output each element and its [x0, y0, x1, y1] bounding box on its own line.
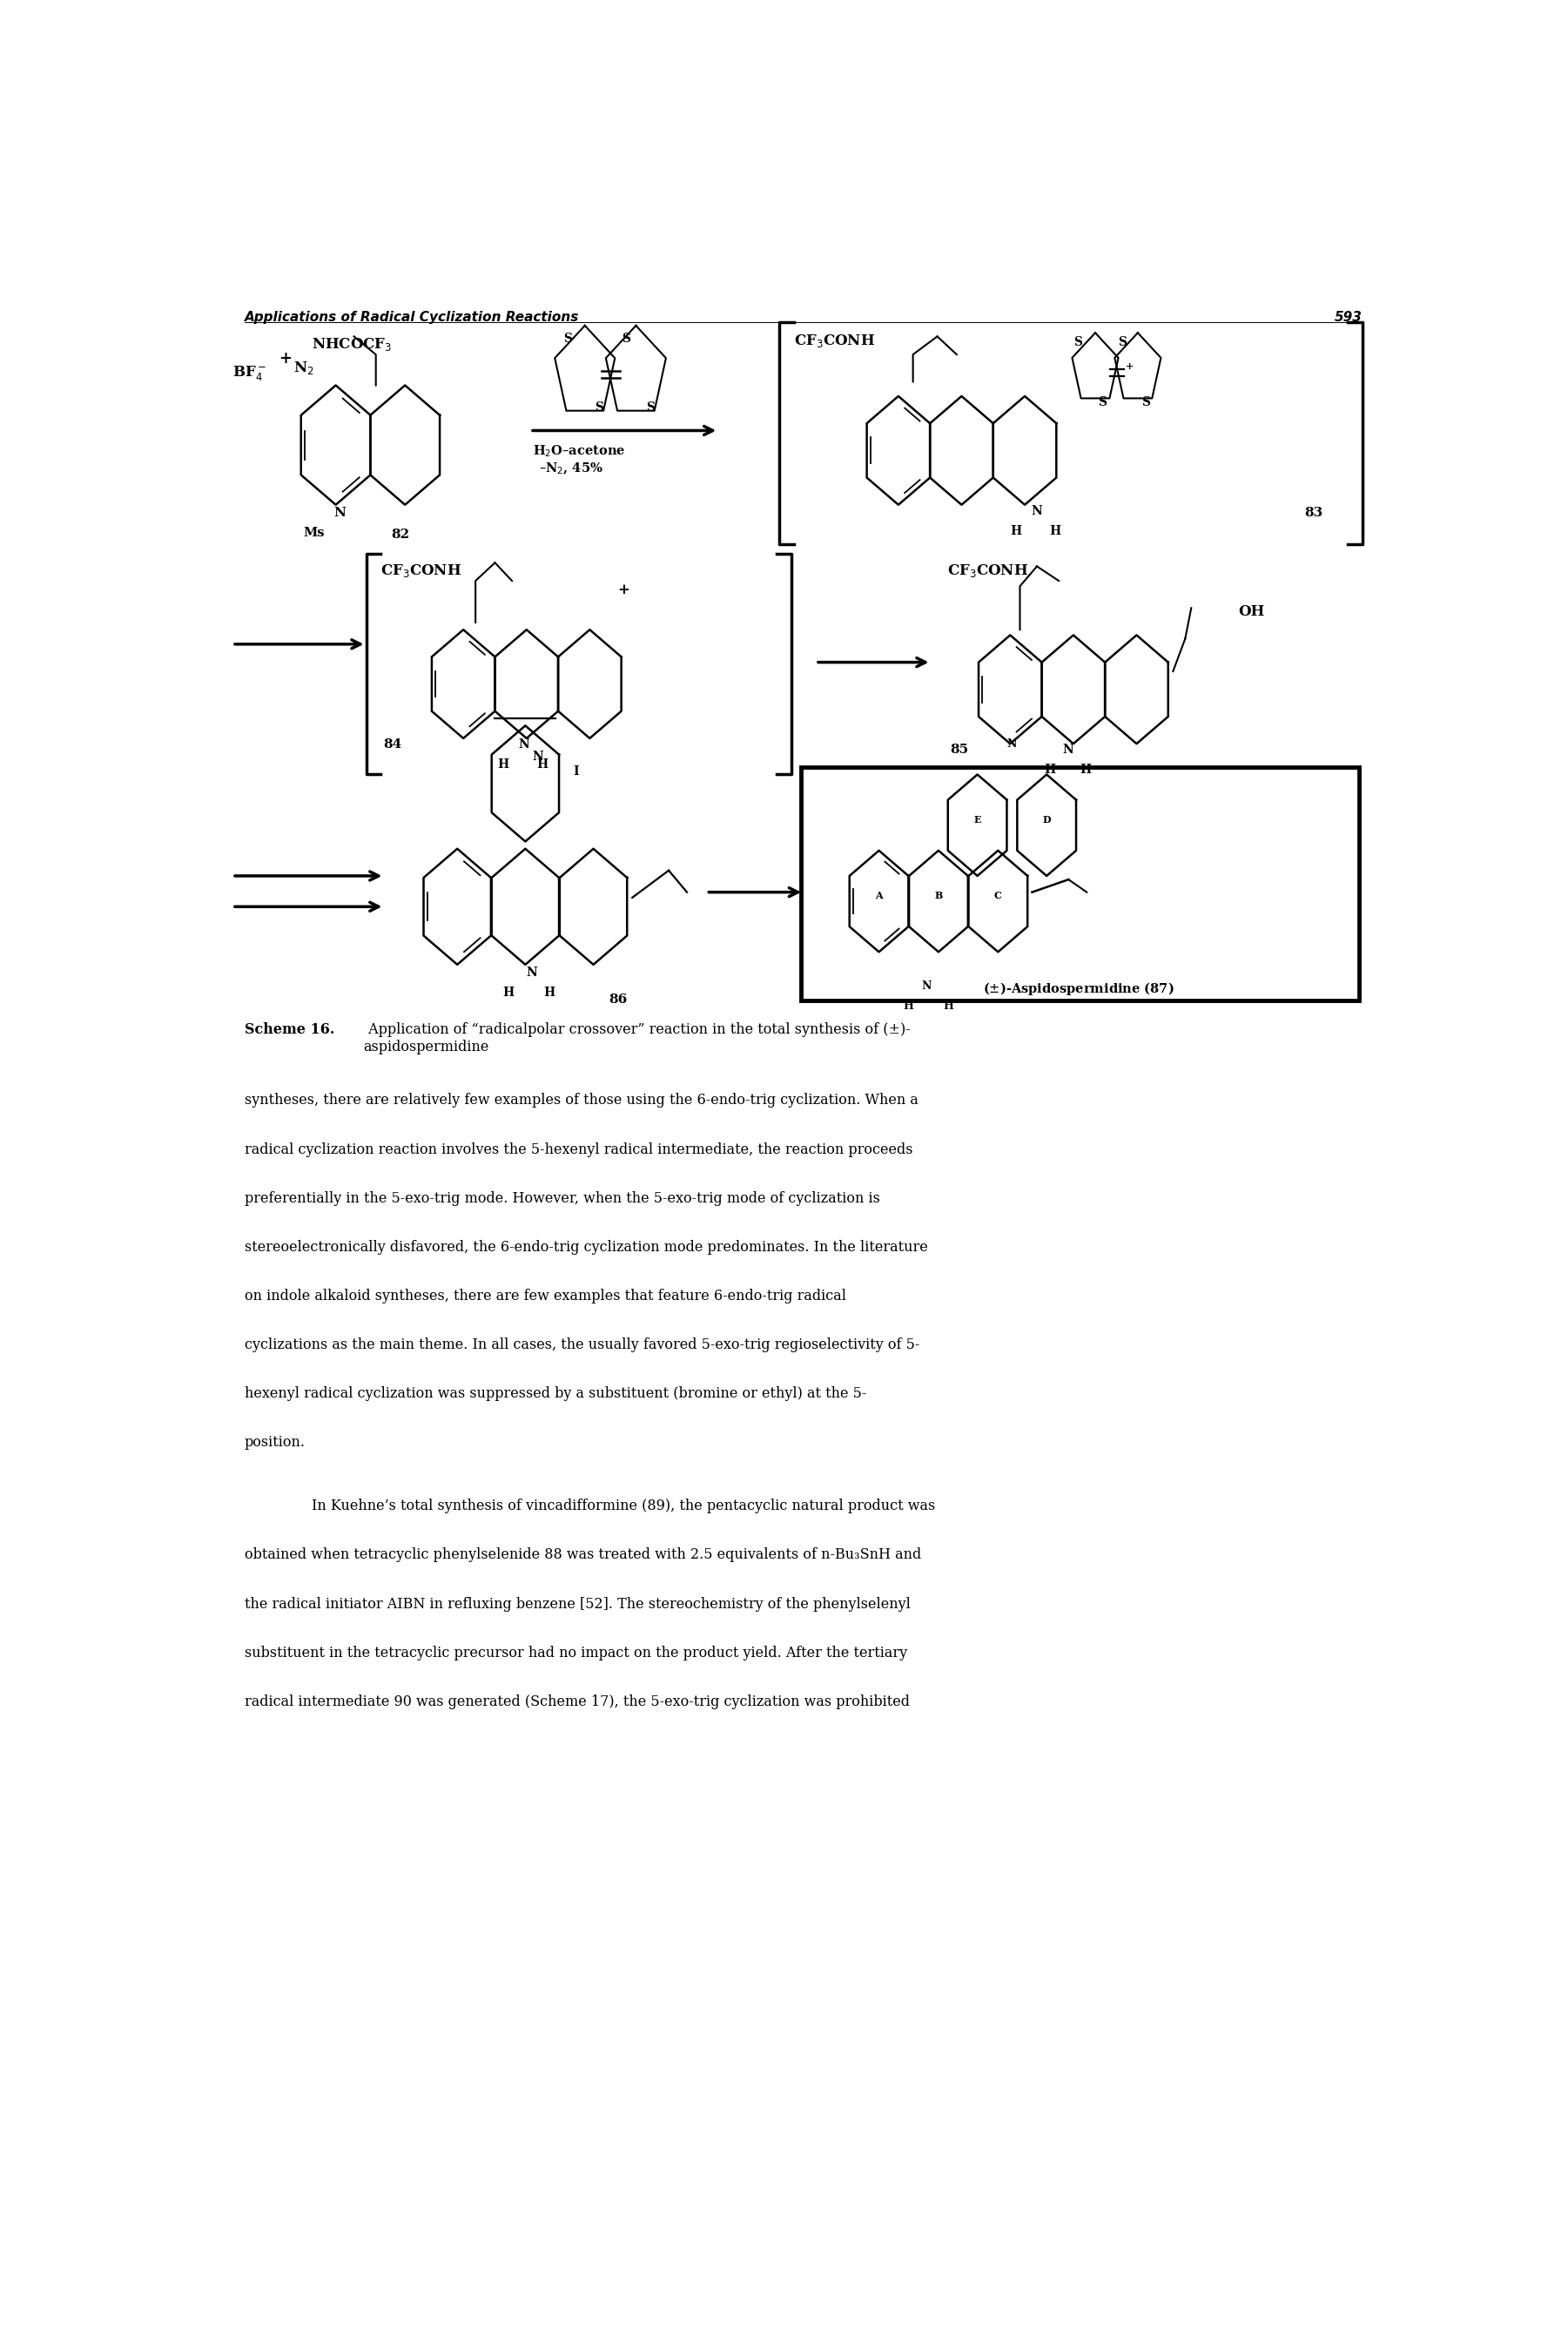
Text: +: + [618, 583, 630, 597]
Text: S: S [563, 334, 572, 346]
Text: N$_2$: N$_2$ [293, 360, 314, 376]
Text: cyclizations as the main theme. In all cases, the usually favored 5-exo-trig reg: cyclizations as the main theme. In all c… [245, 1338, 920, 1352]
Text: H: H [503, 987, 514, 999]
Text: B: B [935, 891, 942, 900]
Text: substituent in the tetracyclic precursor had no impact on the product yield. Aft: substituent in the tetracyclic precursor… [245, 1646, 908, 1660]
Text: position.: position. [245, 1434, 306, 1451]
Text: S: S [1118, 336, 1126, 348]
Text: syntheses, there are relatively few examples of those using the 6-endo-trig cycl: syntheses, there are relatively few exam… [245, 1093, 919, 1107]
Text: the radical initiator AIBN in refluxing benzene [52]. The stereochemistry of the: the radical initiator AIBN in refluxing … [245, 1596, 911, 1610]
Text: S: S [646, 402, 655, 414]
Text: H: H [1044, 764, 1055, 776]
Text: stereoelectronically disfavored, the 6-endo-trig cyclization mode predominates. : stereoelectronically disfavored, the 6-e… [245, 1239, 928, 1255]
Text: N: N [1063, 743, 1074, 757]
Text: radical intermediate 90 was generated (Scheme 17), the 5-exo-trig cyclization wa: radical intermediate 90 was generated (S… [245, 1695, 909, 1709]
Text: S: S [1142, 397, 1151, 409]
Text: H: H [536, 759, 549, 771]
Text: obtained when tetracyclic phenylselenide 88 was treated with 2.5 equivalents of : obtained when tetracyclic phenylselenide… [245, 1547, 922, 1563]
Text: I: I [574, 766, 579, 778]
Text: H$_2$O–acetone: H$_2$O–acetone [533, 444, 626, 458]
Text: In Kuehne’s total synthesis of vincadifformine (89), the pentacyclic natural pro: In Kuehne’s total synthesis of vincadiff… [312, 1500, 935, 1514]
Text: on indole alkaloid syntheses, there are few examples that feature 6-endo-trig ra: on indole alkaloid syntheses, there are … [245, 1288, 847, 1302]
Text: N: N [532, 750, 543, 764]
Text: H: H [1080, 764, 1091, 776]
Text: D: D [1043, 816, 1051, 825]
Text: N: N [525, 966, 536, 978]
Text: E: E [974, 816, 982, 825]
Text: 593: 593 [1334, 310, 1363, 324]
Text: CF$_3$CONH: CF$_3$CONH [793, 334, 875, 350]
Text: N: N [922, 980, 931, 992]
Text: OH: OH [1239, 604, 1265, 618]
Text: CF$_3$CONH: CF$_3$CONH [381, 562, 461, 578]
Text: 85: 85 [950, 743, 969, 757]
Text: Applications of Radical Cyclization Reactions: Applications of Radical Cyclization Reac… [245, 310, 579, 324]
Text: +: + [1126, 362, 1134, 371]
Text: S: S [622, 334, 630, 346]
Text: 86: 86 [608, 994, 627, 1006]
Text: H: H [903, 1002, 913, 1013]
Text: radical cyclization reaction involves the 5-hexenyl radical intermediate, the re: radical cyclization reaction involves th… [245, 1143, 913, 1157]
Text: preferentially in the 5-exo-trig mode. However, when the 5-exo-trig mode of cycl: preferentially in the 5-exo-trig mode. H… [245, 1192, 880, 1206]
FancyBboxPatch shape [801, 766, 1359, 1002]
Text: A: A [875, 891, 883, 900]
Text: H: H [1010, 524, 1022, 536]
Text: N: N [519, 738, 530, 750]
Text: NHCOCF$_3$: NHCOCF$_3$ [312, 336, 392, 353]
Text: ($\pm$)-Aspidospermidine (87): ($\pm$)-Aspidospermidine (87) [983, 980, 1174, 997]
Text: N: N [334, 505, 345, 520]
Text: +: + [279, 350, 292, 367]
Text: 84: 84 [384, 738, 401, 750]
Text: Ms: Ms [303, 527, 325, 538]
Text: N: N [1007, 738, 1018, 750]
Text: –N$_2$, 45%: –N$_2$, 45% [539, 461, 604, 477]
Text: C: C [994, 891, 1002, 900]
Text: 83: 83 [1305, 505, 1323, 520]
Text: 82: 82 [390, 529, 409, 541]
Text: Application of “radicalpolar crossover” reaction in the total synthesis of (±)-
: Application of “radicalpolar crossover” … [364, 1023, 911, 1053]
Text: N: N [1032, 505, 1043, 517]
Text: S: S [1098, 397, 1107, 409]
Text: CF$_3$CONH: CF$_3$CONH [947, 562, 1029, 578]
Text: H: H [942, 1002, 953, 1013]
Text: H: H [497, 759, 510, 771]
Text: S: S [1074, 336, 1082, 348]
Text: S: S [596, 402, 604, 414]
Text: H: H [1049, 524, 1062, 536]
Text: hexenyl radical cyclization was suppressed by a substituent (bromine or ethyl) a: hexenyl radical cyclization was suppress… [245, 1387, 867, 1401]
Text: Scheme 16.: Scheme 16. [245, 1023, 334, 1037]
Text: BF$_4^-$: BF$_4^-$ [232, 364, 267, 381]
Text: H: H [544, 987, 555, 999]
